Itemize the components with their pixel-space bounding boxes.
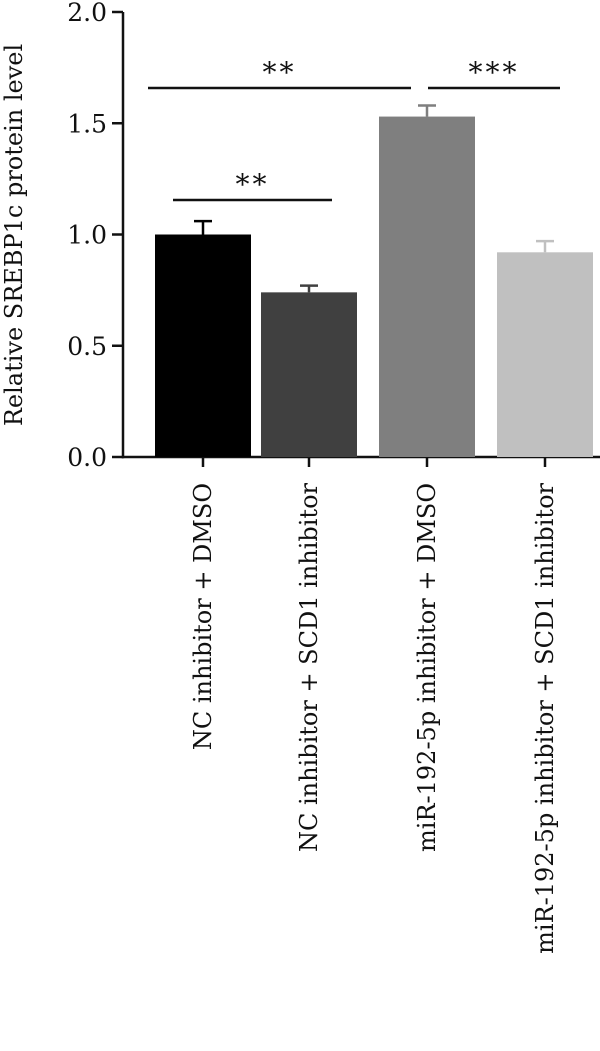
y-axis: 0.0 0.5 1.0 1.5 2.0 <box>67 0 125 472</box>
significance-label: ** <box>263 56 297 89</box>
y-tick-label: 0.0 <box>67 443 107 472</box>
x-axis: NC inhibitor + DMSO NC inhibitor + SCD1 i… <box>121 455 600 954</box>
bar <box>379 116 475 457</box>
bars <box>155 116 593 457</box>
significance-brackets: **** *** <box>148 56 560 202</box>
error-bars <box>194 104 554 293</box>
y-tick-label: 1.5 <box>67 109 107 138</box>
y-tick-label: 1.0 <box>67 221 107 250</box>
bar <box>497 252 593 457</box>
bar <box>261 292 357 457</box>
y-axis-title: Relative SREBP1c protein level <box>0 44 28 426</box>
y-tick-label: 2.0 <box>67 0 107 27</box>
x-tick-label: miR-192-5p inhibitor + DMSO <box>413 483 441 852</box>
significance-label: *** <box>469 56 520 89</box>
y-tick-label: 0.5 <box>67 332 107 361</box>
significance-label: ** <box>236 168 270 201</box>
x-tick-label: NC inhibitor + DMSO <box>189 483 217 750</box>
bar <box>155 234 251 457</box>
x-tick-label: miR-192-5p inhibitor + SCD1 inhibitor <box>531 482 559 953</box>
x-tick-label: NC inhibitor + SCD1 inhibitor <box>295 482 323 852</box>
